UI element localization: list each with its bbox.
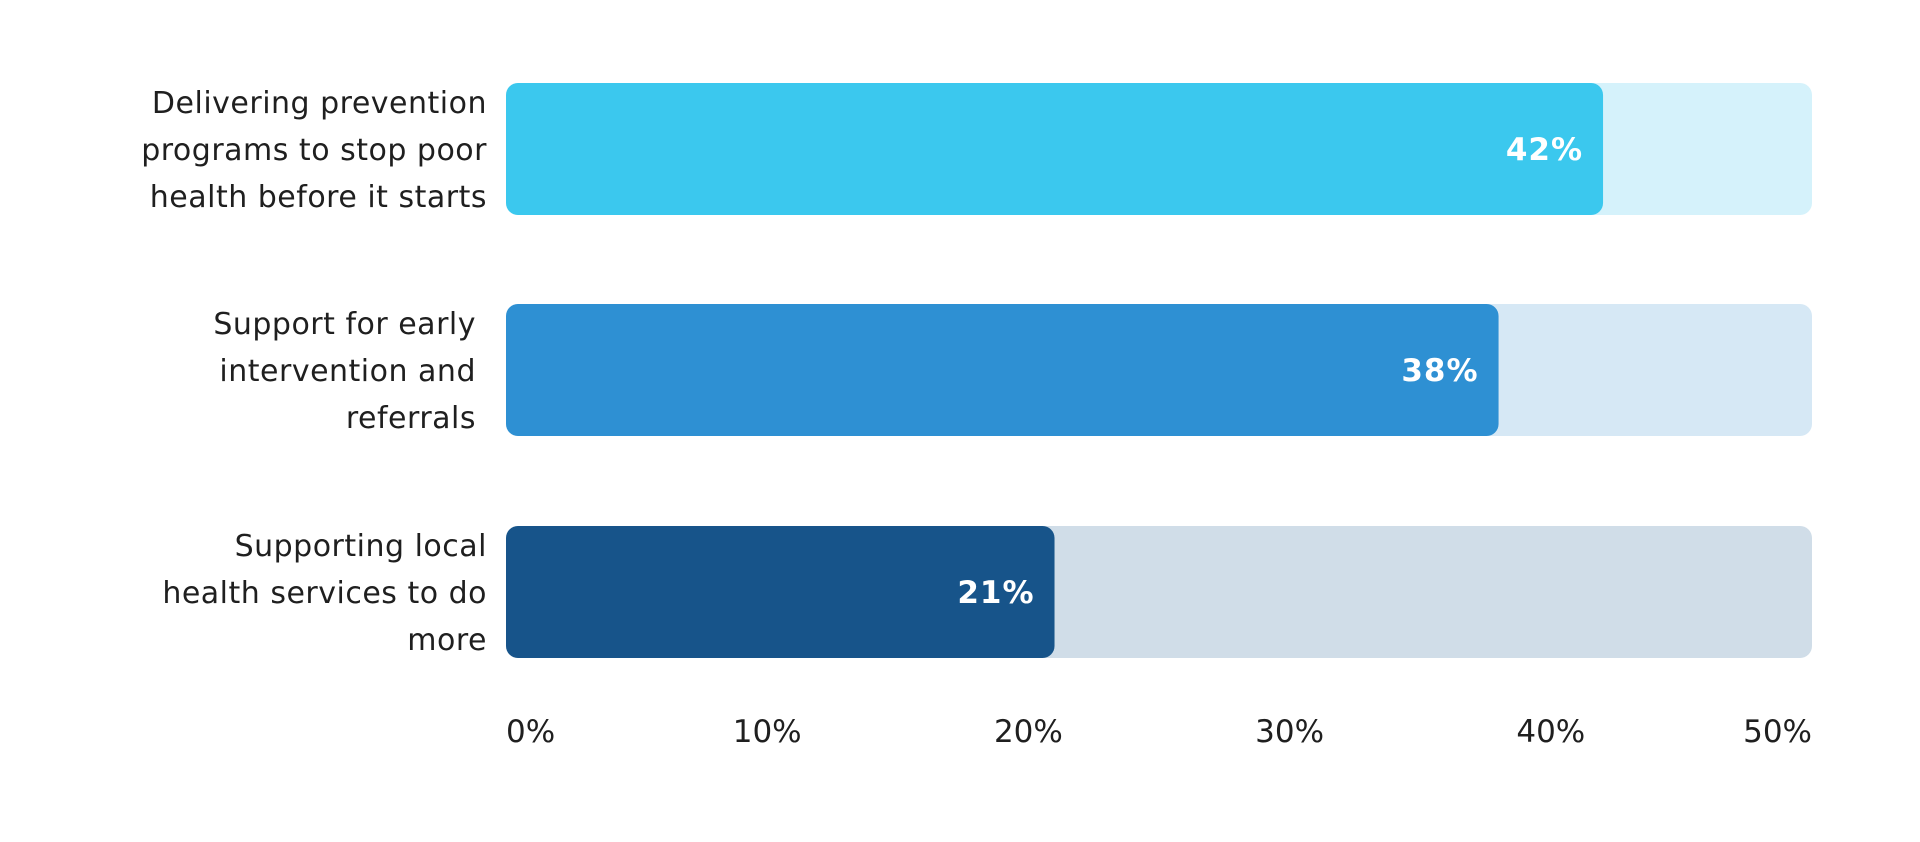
x-tick-label: 10% — [733, 714, 802, 750]
category-labels: Delivering prevention programs to stop po… — [141, 86, 487, 658]
bar-value-label: 21% — [957, 575, 1034, 611]
category-label-line: more — [407, 623, 487, 658]
category-label-line: intervention and — [219, 354, 476, 389]
x-tick-label: 20% — [994, 714, 1063, 750]
bar — [506, 83, 1604, 215]
x-tick-label: 30% — [1255, 714, 1324, 750]
x-tick-label: 50% — [1743, 714, 1812, 750]
category-label-line: health before it starts — [150, 180, 487, 215]
category-label-line: health services to do — [162, 576, 487, 611]
bar — [506, 526, 1055, 658]
bar-value-label: 38% — [1401, 353, 1478, 389]
category-label-line: programs to stop poor — [141, 133, 487, 168]
x-tick-label: 40% — [1516, 714, 1585, 750]
x-tick-label: 0% — [506, 714, 555, 750]
x-axis-ticks: 0% 10% 20% 30% 40% 50% — [506, 714, 1812, 750]
category-label-line: Delivering prevention — [152, 86, 487, 121]
category-label-line: Supporting local — [235, 529, 487, 564]
category-label-line: referrals — [346, 401, 476, 436]
bars-layer: 42% 38% 21% — [506, 83, 1812, 658]
bar — [506, 304, 1499, 436]
bar-value-label: 42% — [1506, 132, 1583, 168]
category-label-line: Support for early — [213, 307, 476, 342]
